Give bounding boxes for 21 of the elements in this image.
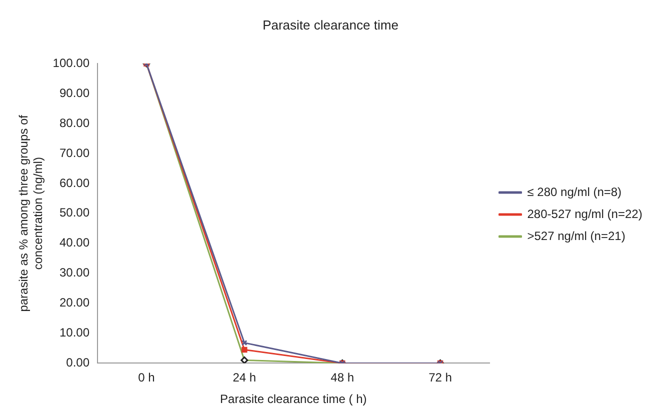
y-tick-label: 60.00: [59, 176, 90, 190]
x-tick-label: 48 h: [330, 370, 354, 385]
y-tick-label: 0.00: [66, 356, 90, 370]
x-tick-label: 0 h: [138, 370, 155, 385]
legend-label: ≤ 280 ng/ml (n=8): [527, 184, 622, 199]
y-tick-label: 20.00: [59, 296, 90, 310]
legend-label: 280-527 ng/ml (n=22): [527, 206, 642, 221]
y-tick-label: 100.00: [52, 56, 90, 70]
y-tick-label: 70.00: [59, 146, 90, 160]
y-axis-title: parasite as % among three groups of concentration (ng/ml): [16, 114, 45, 312]
chart-title: Parasite clearance time: [262, 17, 398, 32]
y-tick-label: 10.00: [59, 326, 90, 340]
y-tick-label: 30.00: [59, 266, 90, 280]
x-tick-label: 24 h: [232, 370, 256, 385]
y-tick-label: 40.00: [59, 236, 90, 250]
y-tick-label: 50.00: [59, 206, 90, 220]
x-tick-label: 72 h: [428, 370, 452, 385]
y-tick-label: 90.00: [59, 86, 90, 100]
x-axis-title: Parasite clearance time ( h): [220, 392, 367, 406]
y-tick-label: 80.00: [59, 116, 90, 130]
legend-label: >527 ng/ml (n=21): [527, 228, 626, 243]
